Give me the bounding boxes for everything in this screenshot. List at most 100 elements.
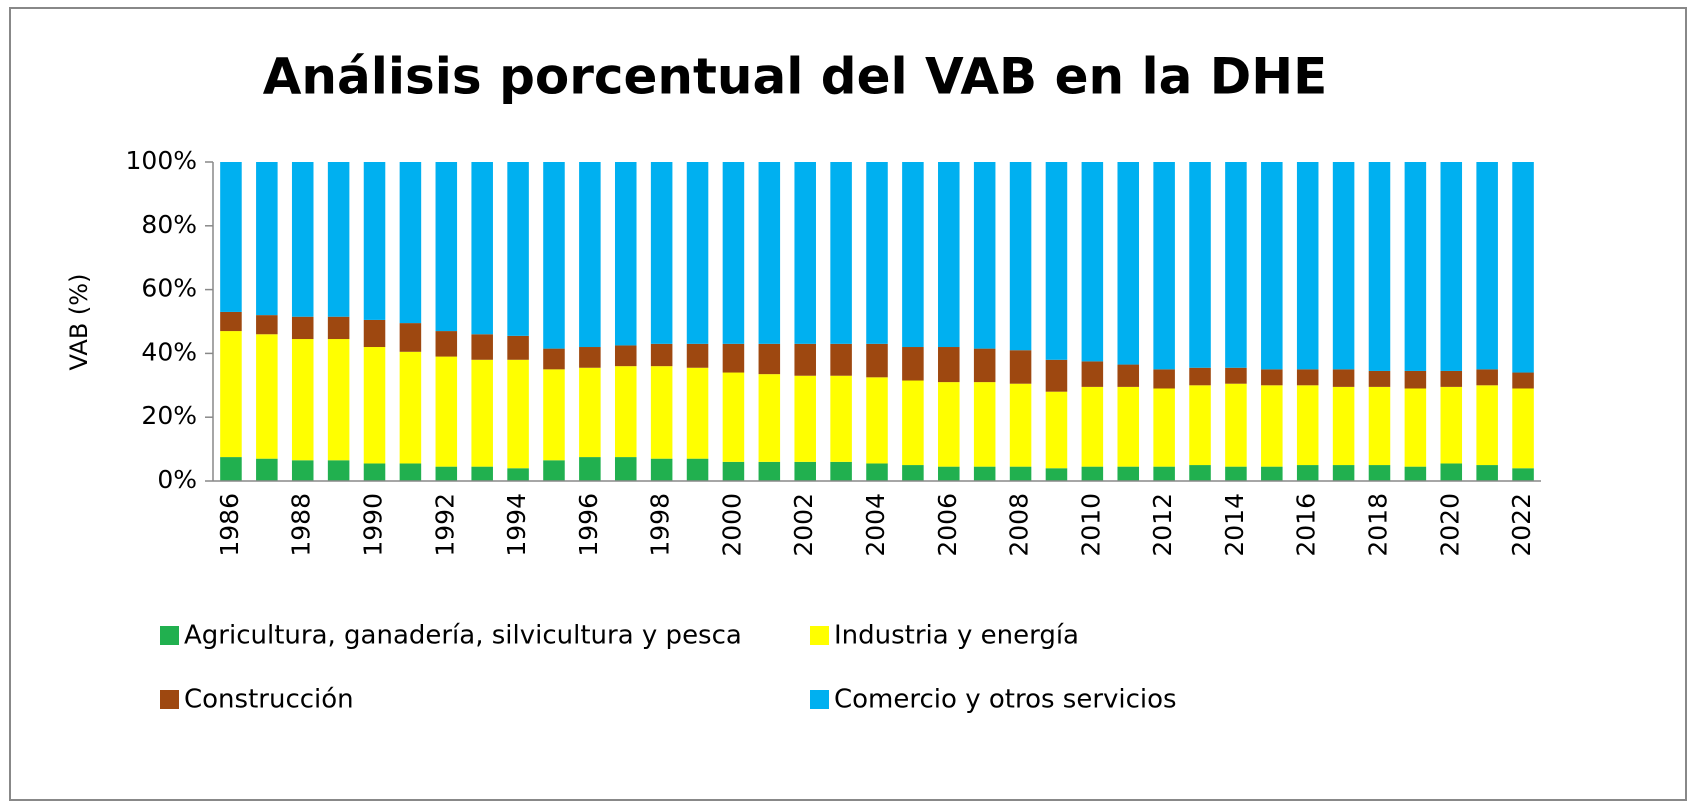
bar-segment [794,162,816,344]
bar-segment [435,162,458,332]
bar-segment [471,466,493,481]
bar-segment [1117,162,1140,365]
bar-segment [543,369,565,461]
bar-segment [1009,466,1032,481]
bar-segment [1476,162,1498,370]
bar-segment [830,343,852,376]
bar-segment [507,468,529,481]
y-tick-label: 40% [141,337,197,366]
bar-segment [507,335,529,360]
bar-segment [471,162,493,335]
bar-segment [866,463,888,481]
bar-segment [1368,465,1391,481]
bar-segment [1045,359,1068,392]
bar-segment [830,375,852,462]
legend-label: Agricultura, ganadería, silvicultura y p… [184,621,742,651]
bar-segment [579,367,601,458]
bar-segment [866,162,888,344]
y-tick-label: 0% [157,465,197,494]
bar-segment [1332,369,1355,387]
bar-segment [291,162,314,317]
bar-segment [399,323,422,352]
bar-segment [1045,162,1068,360]
bar-segment [220,311,242,332]
bar-segment [1081,386,1104,467]
bar-segment [686,162,709,344]
x-tick-label: 2018 [1363,493,1392,557]
y-axis-label: VAB (%) [65,274,93,371]
bar-segment [1440,370,1463,387]
x-tick-label: 1988 [287,493,316,557]
bar-segment [543,348,565,370]
bar-segment [866,377,888,464]
bar-segment [1225,466,1247,481]
bar-segment [938,162,960,348]
x-tick-label: 2004 [861,493,890,557]
bar-segment [722,343,745,373]
bar-segment [650,366,673,459]
bar-segment [722,372,745,462]
bar-segment [794,461,816,481]
bar-segment [543,460,565,481]
bar-segment [1153,466,1175,481]
bar-segment [1189,162,1211,368]
x-tick-label: 2000 [717,493,746,557]
bar-segment [220,331,242,458]
bar-segment [1225,162,1247,368]
bar-segment [1332,465,1355,481]
bar-segment [938,347,960,383]
bar-segment [1225,383,1247,467]
bar-segment [363,463,386,481]
x-tick-label: 1998 [646,493,675,557]
bar-segment [256,458,278,481]
bar-segment [973,466,996,481]
legend-swatch [810,626,829,645]
bar-segment [220,457,242,481]
legend-label: Construcción [184,685,354,715]
y-tick-label: 80% [141,210,197,239]
bar-segment [1045,468,1068,481]
bar-segment [1440,463,1463,481]
bar-segment [1261,385,1283,467]
bar-segment [830,461,852,481]
bar-segment [363,347,386,464]
bar-segment [1117,466,1140,481]
x-tick-label: 1996 [574,493,603,557]
bar-segment [1296,162,1319,370]
legend-label: Industria y energía [834,621,1079,651]
x-tick-label: 2016 [1292,493,1321,557]
bar-segment [650,458,673,481]
x-tick-label: 2012 [1148,493,1177,557]
bar-segment [973,382,996,467]
bar-segment [794,375,816,462]
bar-segment [471,334,493,360]
bar-segment [327,339,350,461]
bar-segment [1153,369,1175,389]
bar-segment [1512,388,1534,469]
bar-segment [291,460,314,481]
bar-segment [1296,465,1319,481]
bar-segment [1153,388,1175,467]
bar-segment [1368,386,1391,466]
bar-segment [902,162,924,348]
x-tick-label: 2010 [1076,493,1105,557]
bar-segment [973,162,996,349]
bar-segment [1117,364,1140,387]
x-tick-label: 1990 [359,493,388,557]
bar-segment [722,162,745,344]
bar-segment [794,343,816,376]
bar-segment [1045,391,1068,469]
bar-segment [866,343,888,378]
bar-segment [1261,369,1283,386]
legend-swatch [160,690,179,709]
bar-segment [722,461,745,481]
bar-segment [1081,466,1104,481]
bar-segment [1404,370,1427,389]
x-tick-label: 2008 [1005,493,1034,557]
bar-segment [1009,162,1032,351]
bar-segment [758,343,781,375]
bar-segment [579,457,601,481]
bar-segment [614,162,637,346]
bar-segment [1189,385,1211,466]
bar-segment [363,319,386,348]
